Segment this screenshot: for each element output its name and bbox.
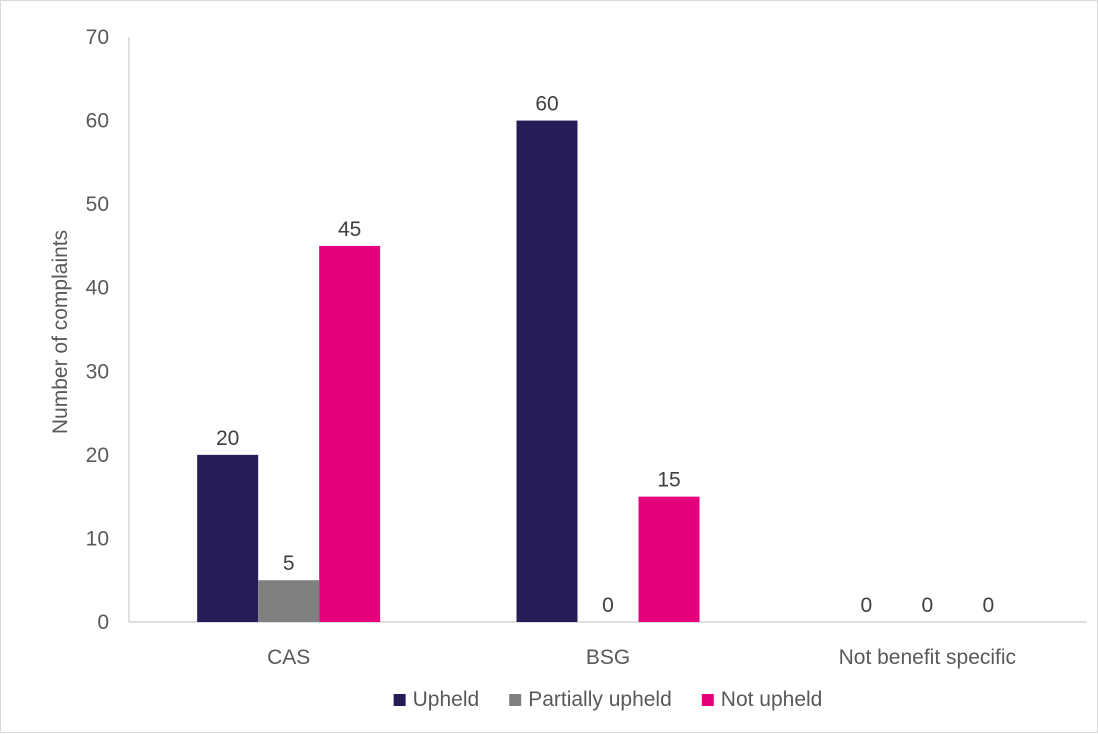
data-label: 20 — [216, 427, 239, 450]
bar — [319, 245, 381, 622]
data-label: 5 — [283, 552, 295, 575]
data-label: 45 — [338, 218, 361, 241]
x-tick-label: Not benefit specific — [839, 646, 1016, 669]
legend: Upheld Partially upheld Not upheld — [393, 688, 823, 711]
x-tick-labels: CAS BSG Not benefit specific — [267, 646, 1016, 669]
data-label: 0 — [921, 594, 933, 617]
y-tick-label: 40 — [86, 277, 109, 300]
data-label: 0 — [860, 594, 872, 617]
data-label: 60 — [535, 93, 558, 116]
legend-swatch — [509, 694, 522, 706]
y-tick-label: 60 — [86, 110, 109, 133]
bar — [516, 120, 578, 623]
y-tick-labels: 0 10 20 30 40 50 60 70 — [86, 26, 109, 634]
data-label: 0 — [982, 594, 994, 617]
legend-label: Partially upheld — [528, 688, 672, 711]
y-axis-title: Number of complaints — [49, 230, 72, 434]
data-label: 15 — [657, 469, 680, 492]
data-labels: 20 5 45 60 0 15 0 0 0 — [216, 93, 994, 617]
legend-label: Not upheld — [721, 688, 823, 711]
x-tick-label: BSG — [586, 646, 630, 669]
y-tick-label: 70 — [86, 26, 109, 49]
bar — [197, 454, 259, 622]
y-tick-label: 50 — [86, 193, 109, 216]
y-tick-label: 10 — [86, 527, 109, 550]
bars — [197, 120, 700, 623]
bar — [258, 580, 320, 622]
legend-label: Upheld — [413, 688, 480, 711]
y-axis-title-group: Number of complaints — [49, 230, 72, 434]
data-label: 0 — [602, 594, 614, 617]
legend-swatch — [393, 694, 406, 706]
y-tick-label: 0 — [97, 611, 109, 634]
y-tick-label: 30 — [86, 360, 109, 383]
y-tick-label: 20 — [86, 444, 109, 467]
bar — [638, 496, 700, 622]
legend-swatch — [701, 694, 714, 706]
x-tick-label: CAS — [267, 646, 310, 669]
